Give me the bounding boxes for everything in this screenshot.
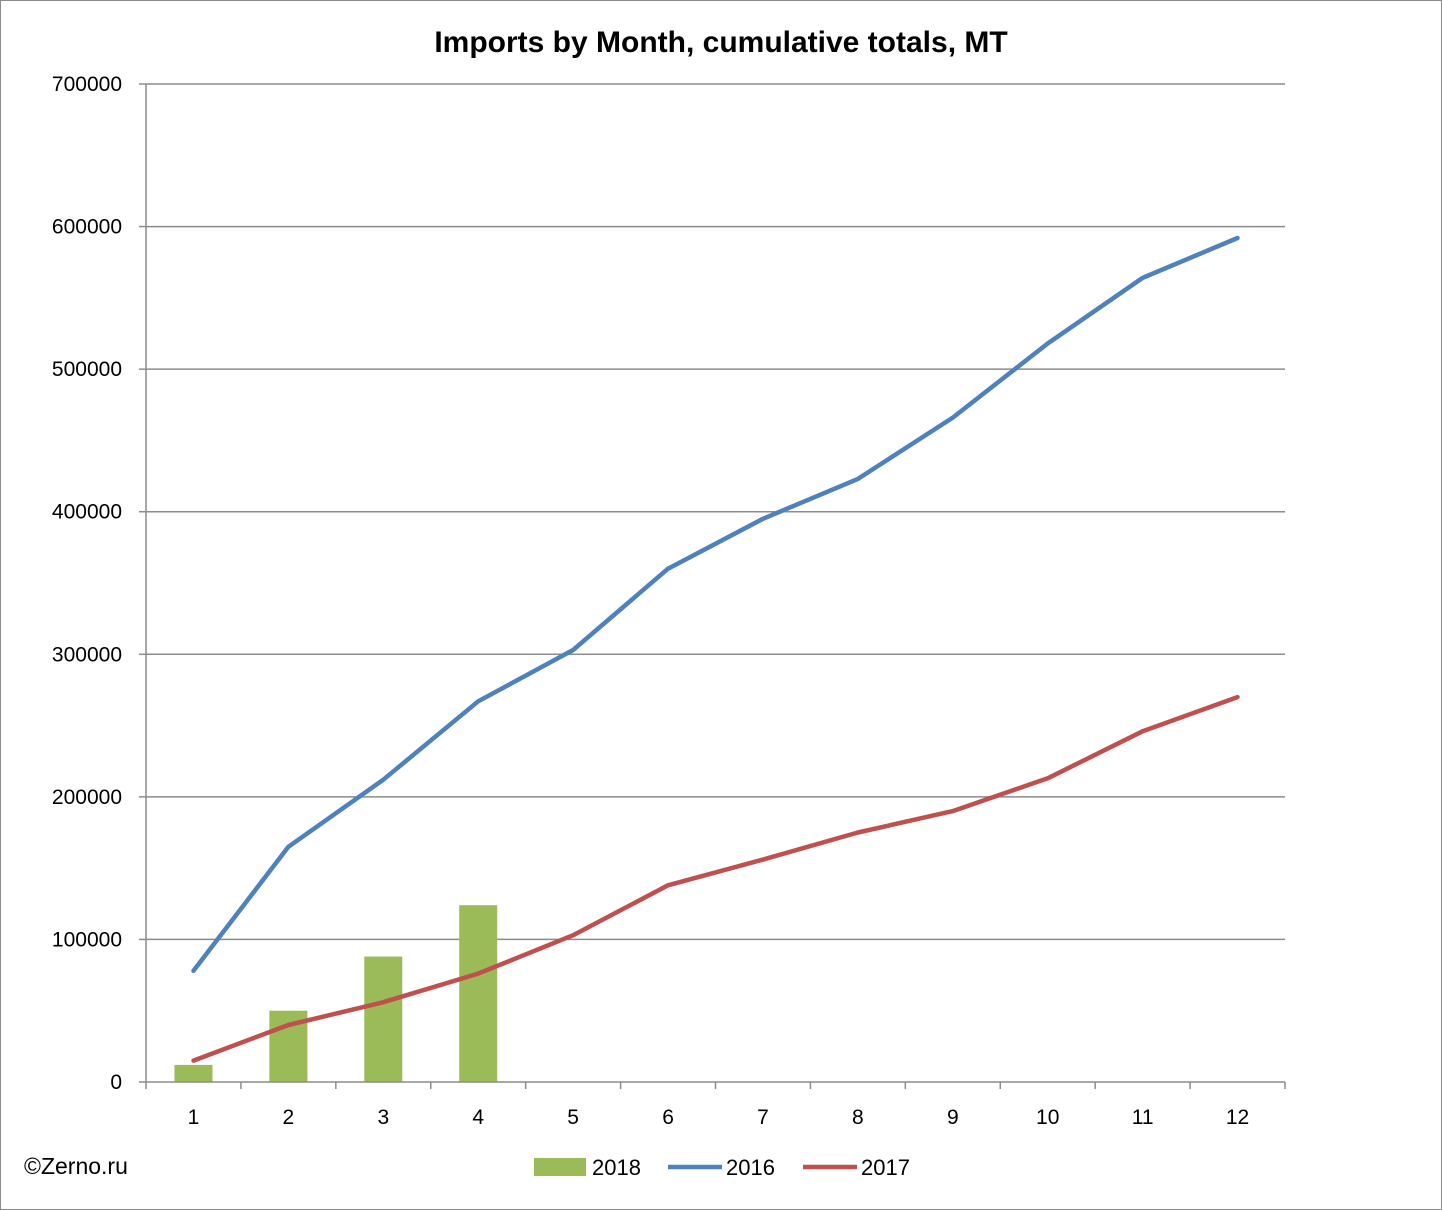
y-tick-labels: 0 100000 200000 300000 400000 500000 600000 700…: [52, 73, 122, 1094]
x-tick-label: 9: [947, 1106, 959, 1129]
bar-2018-3: [364, 956, 403, 1082]
gridlines: [146, 83, 1285, 941]
legend-label-2018: 2018: [592, 1155, 641, 1180]
x-tick-labels: 1 2 3 4 5 6 7 8 9 10 11 12: [188, 1106, 1250, 1129]
y-tick-label: 400000: [52, 501, 122, 524]
x-tick-label: 8: [852, 1106, 864, 1129]
legend-swatch-2018: [534, 1158, 586, 1176]
y-tick-label: 700000: [52, 73, 122, 96]
line-series: [191, 235, 1240, 1063]
x-tick-label: 4: [472, 1106, 484, 1129]
y-tick-label: 200000: [52, 786, 122, 809]
x-tick-label: 11: [1132, 1106, 1154, 1129]
y-tick-label: 100000: [52, 928, 122, 951]
y-tick-label: 600000: [52, 216, 122, 239]
credit-text: ©Zerno.ru: [24, 1153, 128, 1179]
x-tick-label: 1: [188, 1106, 200, 1129]
x-tick-label: 7: [757, 1106, 769, 1129]
bar-series: [174, 905, 498, 1082]
bar-2018-4: [459, 905, 498, 1082]
y-tick-label: 300000: [52, 643, 122, 666]
x-tick-label: 6: [662, 1106, 674, 1129]
y-tick-label: 0: [110, 1071, 122, 1094]
line-2016: [191, 235, 1240, 974]
y-tick-label: 500000: [52, 358, 122, 381]
x-tick-label: 10: [1036, 1106, 1059, 1129]
x-tick-label: 3: [377, 1106, 389, 1129]
line-2017: [191, 694, 1240, 1063]
x-tick-label: 12: [1226, 1106, 1249, 1129]
chart-title: Imports by Month, cumulative totals, MT: [434, 26, 1008, 59]
x-tick-label: 5: [567, 1106, 579, 1129]
legend-label-2017: 2017: [861, 1155, 910, 1180]
x-tick-label: 2: [283, 1106, 295, 1129]
legend-label-2016: 2016: [726, 1155, 775, 1180]
bar-2018-1: [174, 1064, 213, 1082]
legend: 2018 2016 2017: [534, 1155, 910, 1180]
axes: [139, 83, 1286, 1089]
